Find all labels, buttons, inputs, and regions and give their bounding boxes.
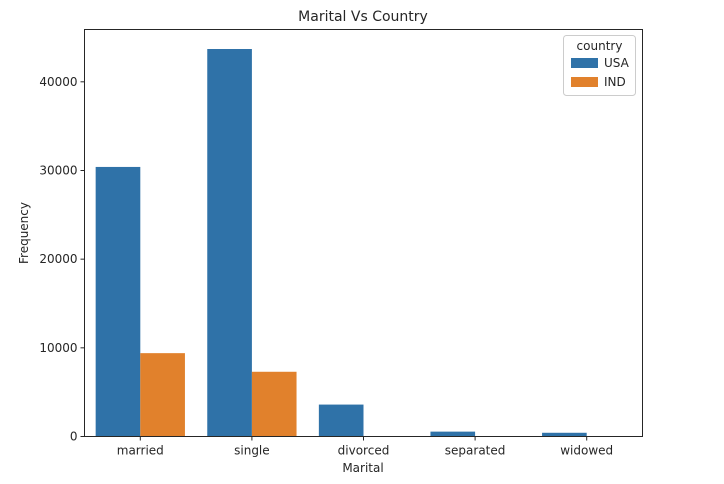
bar-usa-married: [95, 166, 141, 437]
bars-group: [95, 49, 587, 437]
x-tick-label: single: [234, 444, 270, 458]
bar-usa-single: [207, 49, 252, 437]
x-tick-label: married: [117, 444, 164, 458]
x-tick-label: divorced: [338, 444, 390, 458]
y-tick-label: 10000: [39, 341, 77, 355]
legend-label-usa: USA: [604, 56, 630, 70]
y-axis-ticks: 0 10000 20000 30000 40000: [39, 75, 85, 444]
legend-entries: USA IND: [571, 56, 630, 89]
y-tick-label: 30000: [39, 163, 77, 177]
y-axis-title: Frequency: [17, 202, 31, 264]
legend: country USA IND: [563, 35, 636, 96]
legend-title: country: [577, 39, 623, 53]
bar-usa-widowed: [542, 432, 587, 437]
legend-swatch-usa: [571, 58, 598, 68]
y-tick-label: 20000: [39, 252, 77, 266]
x-axis-ticks: married single divorced separated widowed: [117, 436, 613, 458]
bar-usa-separated: [430, 431, 476, 437]
y-tick-label: 0: [70, 430, 78, 444]
plot-frame: [84, 29, 643, 437]
x-tick-label: separated: [445, 444, 506, 458]
legend-label-ind: IND: [604, 75, 626, 89]
chart-title: Marital Vs Country: [298, 9, 428, 25]
bar-usa-divorced: [318, 404, 364, 437]
x-axis-title: Marital: [342, 461, 383, 475]
bar-ind-married: [140, 353, 185, 437]
bar-ind-single: [251, 371, 297, 437]
x-tick-label: widowed: [560, 444, 613, 458]
y-tick-label: 40000: [39, 75, 77, 89]
legend-swatch-ind: [571, 77, 598, 87]
